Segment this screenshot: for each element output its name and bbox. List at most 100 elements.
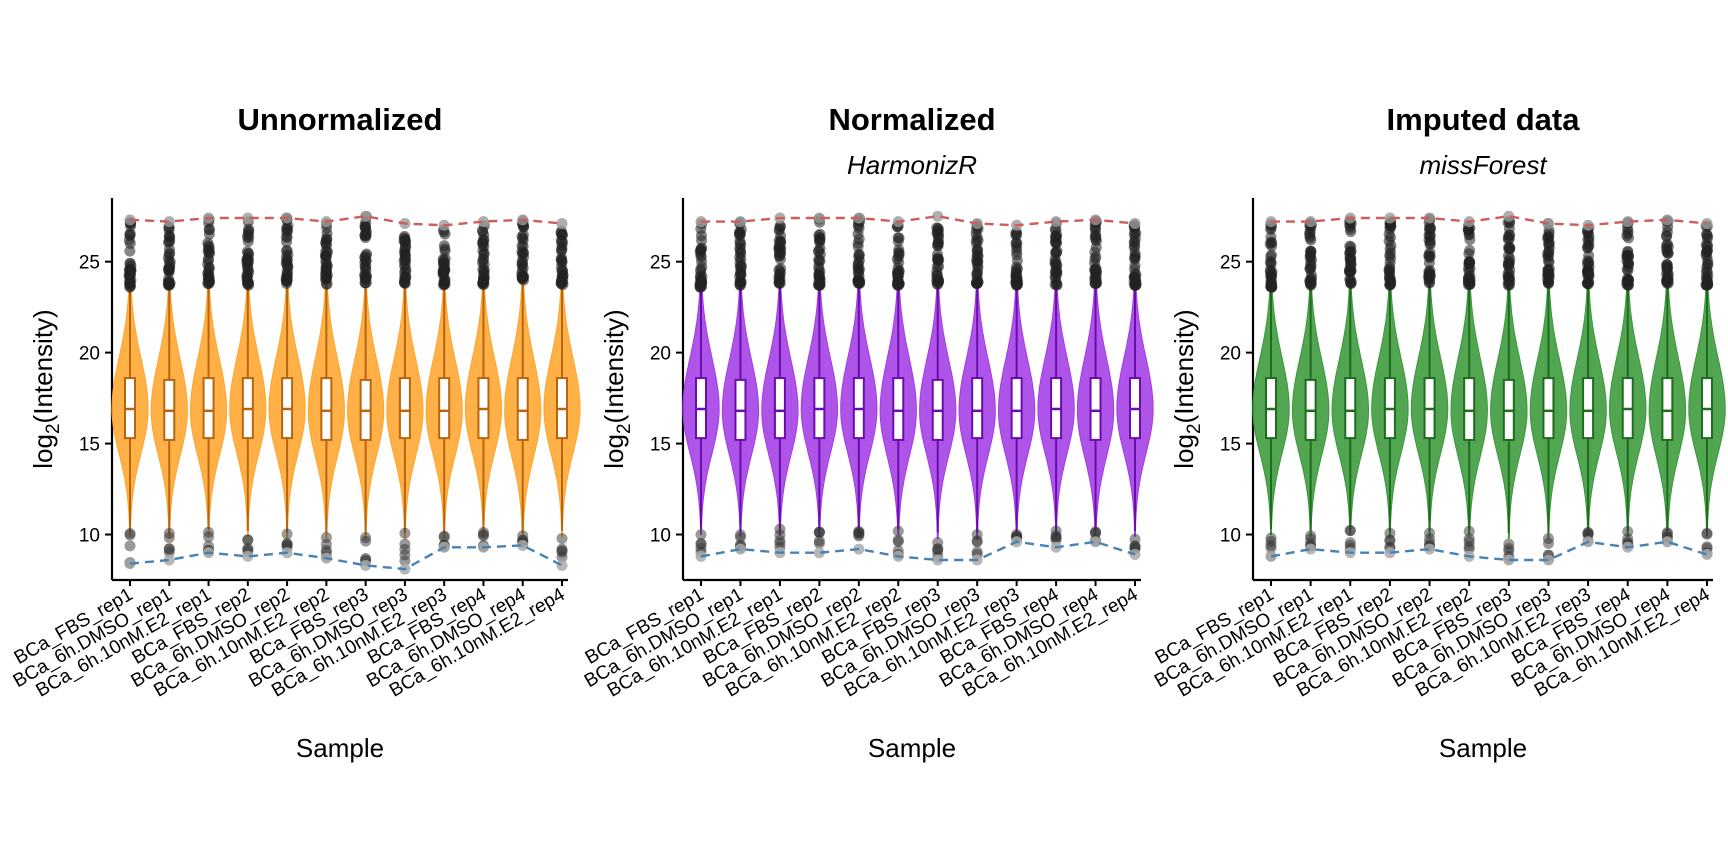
outlier-point	[813, 547, 825, 559]
outlier-point	[773, 241, 785, 253]
outliers-BCa_FBS_rep1	[1264, 216, 1278, 562]
max-intensity-line	[129, 214, 563, 227]
outlier-point	[556, 559, 568, 571]
outlier-point	[1701, 229, 1713, 241]
min-intensity-line	[700, 540, 1136, 562]
outlier-point	[1305, 245, 1317, 257]
outlier-point	[970, 235, 982, 247]
box-BCa_6h.10nM.E2_rep2	[1463, 377, 1476, 441]
outliers-BCa_FBS_rep3	[931, 210, 945, 566]
box-BCa_6h.10nM.E2_rep3	[1582, 377, 1595, 440]
outlier-point	[1049, 253, 1061, 265]
outlier-point	[399, 230, 411, 242]
outlier-point	[696, 256, 708, 268]
outlier-point	[1305, 260, 1317, 272]
outlier-point	[1051, 229, 1063, 241]
outlier-point	[557, 265, 569, 277]
chart-subtitle: HarmonizR	[847, 150, 977, 180]
outlier-point	[1265, 281, 1277, 293]
y-axis-label: log2(Intensity)	[1169, 309, 1205, 468]
outlier-point	[1622, 246, 1634, 258]
outliers-BCa_6h.DMSO_rep2	[280, 212, 294, 559]
y-axis-label: log2(Intensity)	[28, 309, 64, 468]
outlier-point	[932, 546, 944, 558]
outlier-point	[1424, 273, 1436, 285]
outlier-point	[359, 272, 371, 284]
outlier-point	[813, 212, 825, 224]
outlier-point	[932, 554, 944, 566]
outlier-point	[477, 254, 489, 266]
outlier-point	[359, 221, 371, 233]
y-tick-label: 20	[1220, 344, 1241, 365]
outlier-point	[163, 543, 175, 555]
outlier-point	[163, 216, 175, 228]
outlier-point	[1582, 255, 1594, 267]
outlier-point	[1583, 240, 1595, 252]
min-intensity-line	[1270, 540, 1708, 562]
outliers-BCa_6h.10nM.E2_rep3	[437, 219, 451, 553]
outlier-point	[517, 539, 529, 551]
outliers-BCa_FBS_rep1	[694, 216, 708, 562]
outliers-BCa_6h.DMSO_rep3	[970, 217, 984, 566]
outlier-point	[517, 271, 529, 283]
outlier-point	[399, 260, 411, 272]
outlier-point	[893, 249, 905, 261]
outlier-point	[1344, 240, 1356, 252]
outlier-point	[1384, 547, 1396, 559]
outlier-point	[360, 210, 372, 222]
outlier-point	[734, 216, 746, 228]
outlier-point	[1090, 272, 1102, 284]
outlier-point	[1701, 549, 1713, 561]
box-BCa_6h.10nM.E2_rep2	[320, 377, 333, 441]
outliers-BCa_FBS_rep4	[1621, 216, 1635, 553]
chart-title: Imputed data	[1387, 102, 1581, 137]
outlier-point	[1266, 240, 1278, 252]
y-tick-label: 15	[79, 435, 100, 456]
outlier-point	[852, 237, 864, 249]
outlier-point	[439, 258, 451, 270]
outliers-BCa_6h.10nM.E2_rep4	[1700, 217, 1714, 561]
outlier-point	[203, 526, 215, 538]
outlier-point	[1345, 252, 1357, 264]
outliers-BCa_6h.DMSO_rep1	[1304, 216, 1318, 555]
y-tick-label: 10	[650, 526, 671, 547]
outlier-point	[1543, 255, 1555, 267]
outlier-point	[399, 527, 411, 539]
outlier-point	[1543, 239, 1555, 251]
outlier-point	[734, 228, 746, 240]
outlier-point	[281, 245, 293, 257]
outlier-point	[1050, 531, 1062, 543]
outliers-BCa_6h.DMSO_rep1	[162, 216, 176, 566]
min-intensity-line	[129, 544, 563, 571]
outlier-point	[814, 233, 826, 245]
outlier-point	[1621, 230, 1633, 242]
outlier-point	[1464, 279, 1476, 291]
outlier-point	[124, 528, 136, 540]
outlier-point	[1343, 264, 1355, 276]
outlier-point	[972, 276, 984, 288]
outlier-point	[1050, 237, 1062, 249]
y-tick-label: 15	[650, 435, 671, 456]
outlier-point	[773, 277, 785, 289]
outlier-point	[1424, 251, 1436, 263]
chart-subtitle: missForest	[1419, 150, 1548, 180]
outlier-point	[477, 234, 489, 246]
outlier-point	[556, 546, 568, 558]
outlier-point	[1129, 549, 1141, 561]
box-BCa_6h.DMSO_rep4	[516, 377, 529, 441]
outlier-point	[774, 223, 786, 235]
max-intensity-line	[701, 214, 1136, 227]
outlier-point	[854, 277, 866, 289]
outlier-point	[320, 538, 332, 550]
outlier-point	[477, 245, 489, 257]
outlier-point	[932, 210, 944, 222]
outlier-point	[893, 279, 905, 291]
outlier-point	[1622, 533, 1634, 545]
outlier-point	[1010, 264, 1022, 276]
outlier-point	[163, 532, 175, 544]
outlier-point	[124, 279, 136, 291]
outlier-point	[1051, 265, 1063, 277]
outlier-point	[1265, 532, 1277, 544]
outlier-point	[1701, 527, 1713, 539]
outlier-point	[280, 274, 292, 286]
